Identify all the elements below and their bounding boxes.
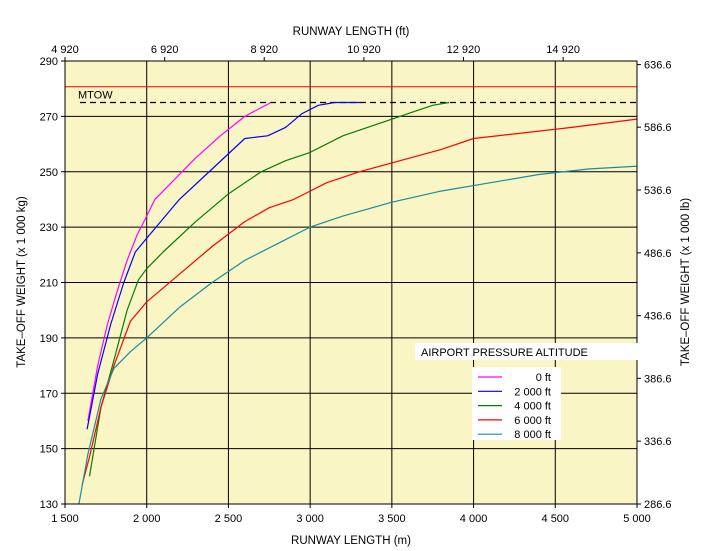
y-tick-label: 130 xyxy=(40,499,58,511)
legend-box xyxy=(472,367,561,440)
y-tick-label: 210 xyxy=(40,278,58,290)
series-line-2-000-ft xyxy=(86,101,361,430)
series-lines xyxy=(78,101,638,505)
legend-label: 4 000 ft xyxy=(514,401,551,413)
series-line-4-000-ft xyxy=(88,101,450,477)
y-tick-label: 150 xyxy=(40,444,58,456)
x2-tick-label: 10 920 xyxy=(347,44,381,56)
y2-tick-label: 386.6 xyxy=(644,373,672,385)
x-tick-label: 4 000 xyxy=(460,513,488,525)
legend-label: 2 000 ft xyxy=(514,386,551,398)
legend-label: 6 000 ft xyxy=(514,415,551,427)
legend-title: AIRPORT PRESSURE ALTITUDE xyxy=(421,347,588,359)
y-tick-label: 230 xyxy=(40,222,58,234)
mtow-lines: MTOW xyxy=(65,86,637,104)
legend: AIRPORT PRESSURE ALTITUDE 0 ft 2 000 ft 4 … xyxy=(415,343,639,441)
y-tick-label: 250 xyxy=(40,167,58,179)
x-tick-label: 4 500 xyxy=(542,513,570,525)
y2-tick-label: 286.6 xyxy=(644,499,672,511)
legend-label: 0 ft xyxy=(536,372,551,384)
x-tick-label: 3 000 xyxy=(296,513,324,525)
legend-label: 8 000 ft xyxy=(514,429,551,441)
legend-title-bg xyxy=(415,343,639,360)
y-axis-title: TAKE–OFF WEIGHT (x 1 000 kg) xyxy=(16,196,28,368)
x-tick-label: 5 000 xyxy=(623,513,651,525)
series-line-0-ft xyxy=(87,101,272,422)
y2-tick-label: 336.6 xyxy=(644,436,672,448)
x2-tick-label: 12 920 xyxy=(447,44,481,56)
y-tick-label: 170 xyxy=(40,388,58,400)
axis-ticks: 1 500 2 000 2 500 3 000 3 500 4 000 4 500 5 000… xyxy=(40,44,672,525)
x-tick-label: 2 500 xyxy=(215,513,243,525)
y2-tick-label: 536.6 xyxy=(644,185,672,197)
x-tick-label: 2 000 xyxy=(133,513,161,525)
y2-tick-label: 586.6 xyxy=(644,122,672,134)
mtow-label: MTOW xyxy=(78,90,113,102)
x-tick-label: 1 500 xyxy=(51,513,79,525)
x-axis-title: RUNWAY LENGTH (m) xyxy=(291,535,411,547)
x2-tick-label: 6 920 xyxy=(151,44,179,56)
y2-tick-label: 486.6 xyxy=(644,248,672,260)
y-tick-label: 290 xyxy=(40,56,58,68)
y-tick-label: 190 xyxy=(40,333,58,345)
x2-tick-label: 8 920 xyxy=(250,44,278,56)
y2-axis-title: TAKE–OFF WEIGHT (x 1 000 lb) xyxy=(680,198,692,366)
x2-tick-label: 4 920 xyxy=(51,44,79,56)
x2-tick-label: 14 920 xyxy=(546,44,580,56)
y2-tick-label: 636.6 xyxy=(644,60,672,72)
x2-axis-title: RUNWAY LENGTH (ft) xyxy=(293,26,410,38)
x-tick-label: 3 500 xyxy=(378,513,406,525)
y-tick-label: 270 xyxy=(40,111,58,123)
series-line-6-000-ft xyxy=(81,118,638,485)
y2-tick-label: 436.6 xyxy=(644,311,672,323)
series-line-8-000-ft xyxy=(78,165,638,505)
